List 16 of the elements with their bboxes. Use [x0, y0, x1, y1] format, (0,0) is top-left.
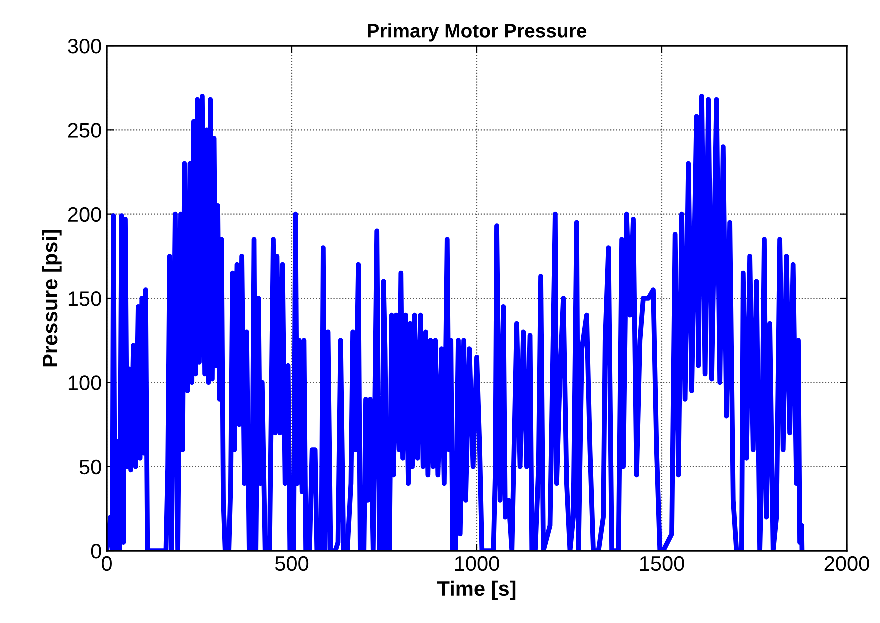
y-tick-label: 100 — [68, 376, 102, 390]
x-tick-label: 2000 — [824, 556, 870, 572]
y-tick-label: 0 — [91, 544, 102, 559]
y-tick-label: 300 — [68, 39, 102, 54]
y-tick-label: 250 — [68, 123, 102, 138]
x-tick-label: 1500 — [640, 556, 684, 572]
y-tick-label: 150 — [68, 292, 102, 306]
y-tick-label: 200 — [68, 207, 102, 222]
y-axis-title: Pressure [psi] — [42, 230, 62, 367]
y-tick-label: 50 — [80, 460, 102, 475]
line-series — [107, 94, 805, 551]
x-tick-label: 0 — [102, 556, 112, 572]
x-tick-label: 500 — [275, 556, 309, 572]
x-tick-label: 1000 — [455, 556, 500, 572]
chart-title: Primary Motor Pressure — [368, 24, 587, 42]
x-axis-title: Time [s] — [437, 580, 516, 600]
